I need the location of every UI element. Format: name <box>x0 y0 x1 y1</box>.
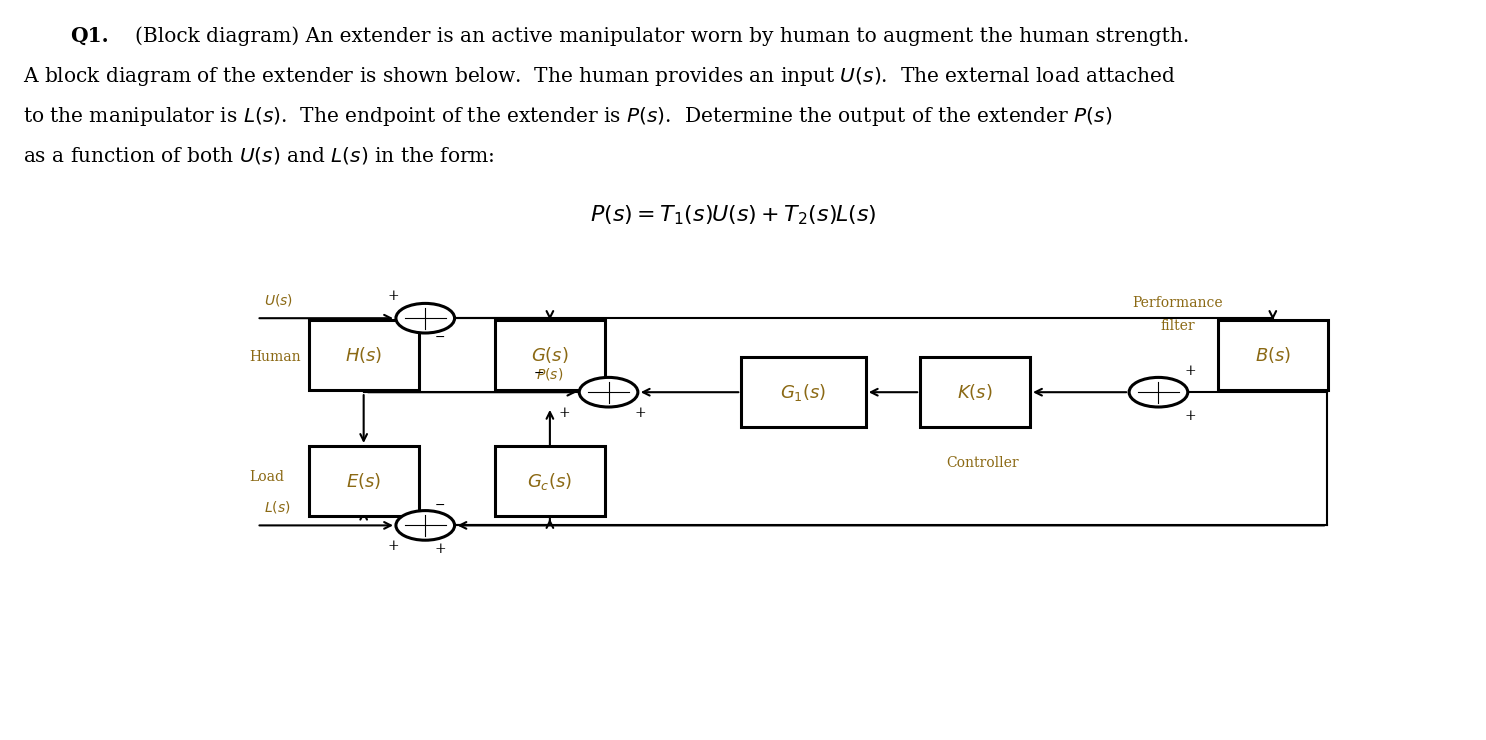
Text: $-$: $-$ <box>434 330 446 343</box>
FancyBboxPatch shape <box>920 357 1030 428</box>
Text: as a function of both $U(s)$ and $L(s)$ in the form:: as a function of both $U(s)$ and $L(s)$ … <box>24 145 495 166</box>
Circle shape <box>580 377 637 407</box>
FancyBboxPatch shape <box>742 357 866 428</box>
FancyBboxPatch shape <box>309 320 419 391</box>
Text: +: + <box>635 406 646 420</box>
Text: $G(s)$: $G(s)$ <box>531 345 569 366</box>
Circle shape <box>395 511 455 540</box>
Text: $H(s)$: $H(s)$ <box>345 345 382 366</box>
FancyBboxPatch shape <box>309 445 419 517</box>
Text: Load: Load <box>250 471 284 484</box>
Text: +: + <box>1184 409 1196 423</box>
Circle shape <box>395 303 455 333</box>
Text: $G_c(s)$: $G_c(s)$ <box>528 471 572 491</box>
Text: $B(s)$: $B(s)$ <box>1254 345 1291 366</box>
Text: Human: Human <box>250 350 300 363</box>
Text: Q1.: Q1. <box>70 26 108 46</box>
Text: +: + <box>388 289 398 303</box>
Text: A block diagram of the extender is shown below.  The human provides an input $U(: A block diagram of the extender is shown… <box>24 65 1177 88</box>
FancyBboxPatch shape <box>495 320 605 391</box>
Text: $L(s)$: $L(s)$ <box>265 499 290 515</box>
Text: +: + <box>559 406 571 420</box>
Text: to the manipulator is $L(s)$.  The endpoint of the extender is $P(s)$.  Determin: to the manipulator is $L(s)$. The endpoi… <box>24 105 1113 128</box>
Text: Controller: Controller <box>947 456 1019 469</box>
Text: $U(s)$: $U(s)$ <box>265 292 293 308</box>
Text: $K(s)$: $K(s)$ <box>957 382 993 403</box>
FancyBboxPatch shape <box>1219 320 1328 391</box>
Text: (Block diagram) An extender is an active manipulator worn by human to augment th: (Block diagram) An extender is an active… <box>135 26 1189 46</box>
Text: $P(s) = T_1(s)U(s) + T_2(s)L(s)$: $P(s) = T_1(s)U(s) + T_2(s)L(s)$ <box>590 204 877 227</box>
Text: Performance: Performance <box>1132 297 1223 310</box>
Text: $-$: $-$ <box>434 498 446 511</box>
Text: +: + <box>388 539 398 553</box>
Text: $E(s)$: $E(s)$ <box>346 471 382 491</box>
Text: $-$: $-$ <box>532 366 544 379</box>
Text: +: + <box>434 542 446 556</box>
Circle shape <box>1129 377 1187 407</box>
Text: +: + <box>1184 365 1196 378</box>
Text: $G_1(s)$: $G_1(s)$ <box>780 382 826 403</box>
Text: $P(s)$: $P(s)$ <box>536 366 563 382</box>
Text: filter: filter <box>1161 319 1195 332</box>
FancyBboxPatch shape <box>495 445 605 517</box>
